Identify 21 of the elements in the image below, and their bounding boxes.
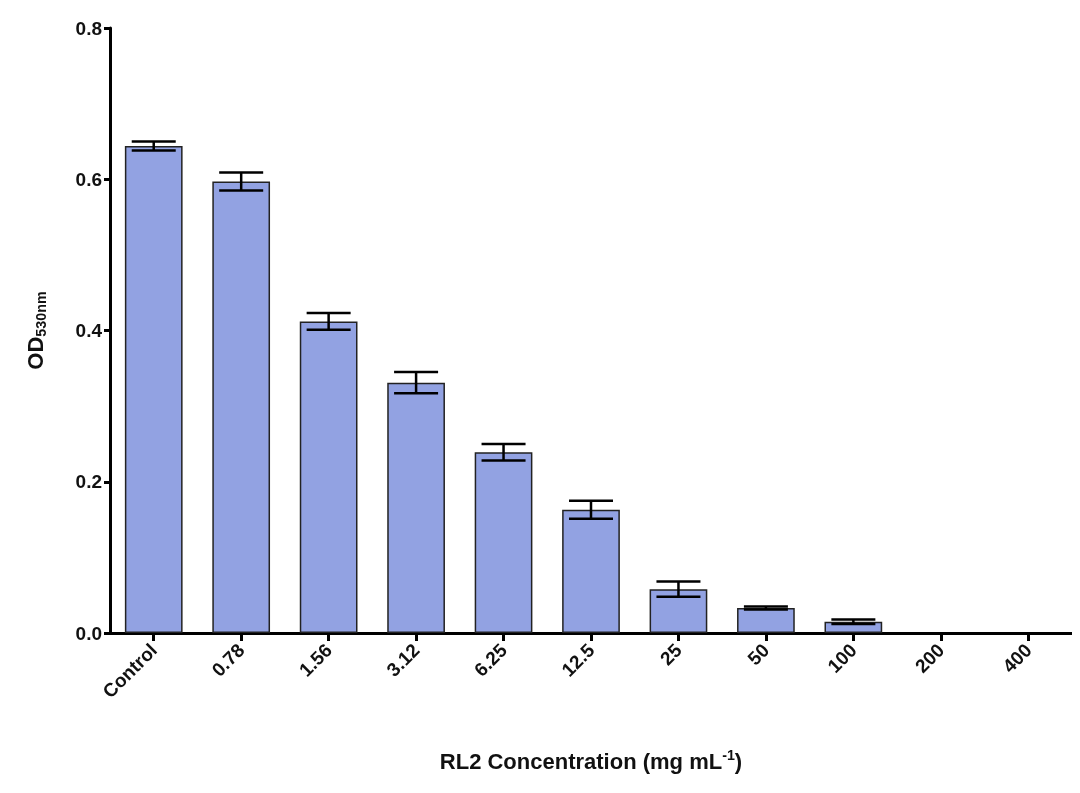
bar — [737, 608, 795, 633]
y-axis-title: OD530nm — [23, 291, 49, 370]
y-tick-label: 0.2 — [75, 471, 102, 493]
bar — [124, 145, 183, 633]
x-tick-label: 200 — [910, 639, 949, 677]
x-tick-label: 0.78 — [207, 639, 249, 681]
x-tick-label: 3.12 — [382, 639, 424, 681]
bar — [562, 509, 620, 633]
y-tick-label: 0.4 — [75, 320, 103, 341]
bar — [212, 181, 271, 633]
bar — [474, 452, 533, 633]
y-tick-label: 0.8 — [75, 17, 102, 39]
x-tick-label: 50 — [743, 639, 774, 670]
bar — [649, 589, 708, 633]
x-tick-label: 25 — [656, 639, 687, 670]
x-tick-label: 400 — [998, 639, 1036, 677]
bar — [299, 321, 358, 633]
bar — [387, 382, 445, 633]
x-tick-label: 100 — [823, 639, 861, 677]
y-tick-label: 0.6 — [75, 168, 102, 190]
y-tick-label: 0.0 — [75, 622, 102, 644]
